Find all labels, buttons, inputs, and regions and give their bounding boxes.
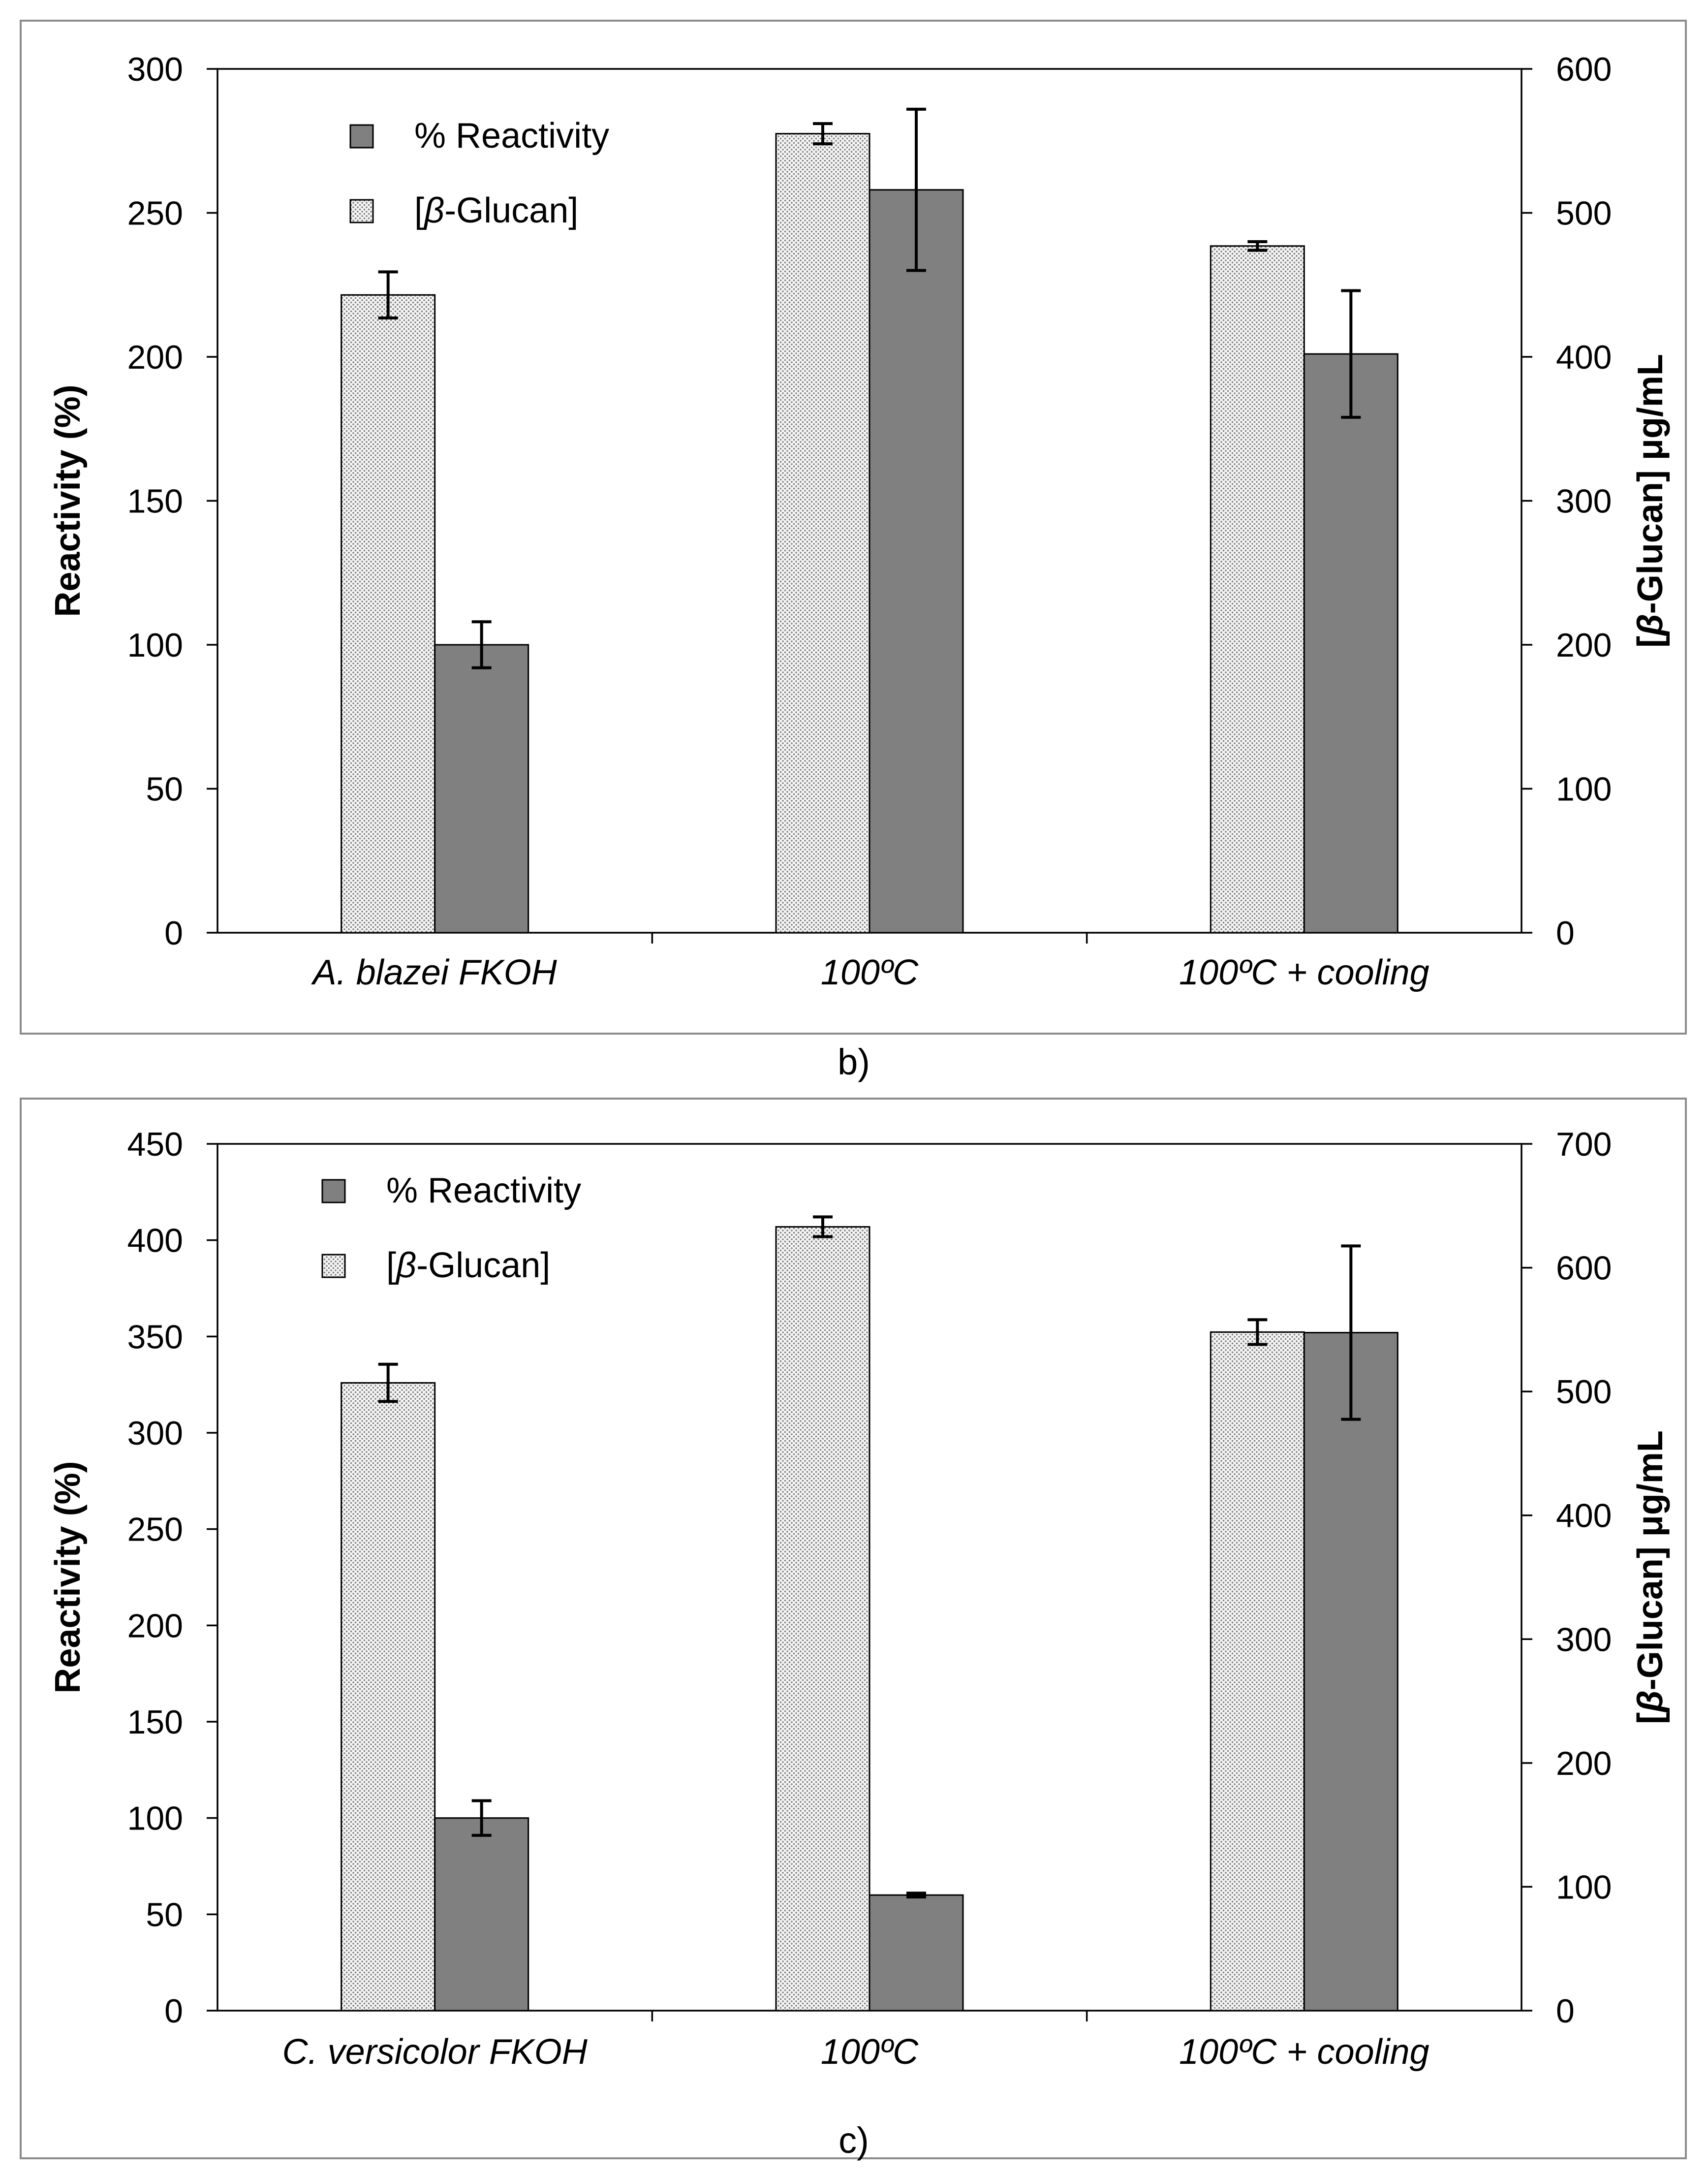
error-bar [1247, 1318, 1268, 1346]
legend-label: % Reactivity [386, 1171, 581, 1210]
y-axis-title: Reactivity (%) [48, 384, 88, 617]
error-bar [906, 107, 926, 272]
x-category-label: C. versicolor FKOH [282, 2032, 588, 2072]
error-bar [813, 1215, 833, 1238]
error-bar [471, 1799, 492, 1837]
y-tick-label: 0 [164, 915, 183, 952]
chart-panel-b: 0 50 100 150 200 250 300 0 100 200 300 400 500 600 A. … [20, 20, 1687, 1082]
y2-tick-label: 300 [1556, 483, 1612, 520]
bar-reactivity-0 [434, 644, 529, 934]
panel-frame [20, 20, 1687, 1035]
bar-reactivity-2 [1303, 1332, 1398, 2012]
error-bar [378, 1362, 398, 1403]
bar-glucan-2 [1210, 245, 1305, 934]
x-category-label: A. blazei FKOH [311, 953, 558, 992]
error-bar [471, 620, 492, 669]
y-tick-label: 350 [127, 1318, 183, 1356]
y2-tick-label: 500 [1556, 1373, 1612, 1411]
y-tick-label: 200 [127, 1607, 183, 1644]
y2-tick-label: 400 [1556, 339, 1612, 376]
y2-tick-label: 500 [1556, 195, 1612, 232]
y-tick-label: 50 [146, 1896, 183, 1933]
y2-tick-label: 200 [1556, 627, 1612, 664]
y-tick-label: 150 [127, 483, 183, 520]
legend: % Reactivity [β-Glucan] [349, 116, 609, 230]
legend-label: [β-Glucan] [414, 191, 578, 230]
y2-tick-label: 400 [1556, 1497, 1612, 1535]
bar-glucan-0 [341, 1382, 436, 2012]
y2-tick-label: 300 [1556, 1621, 1612, 1658]
legend-swatch [349, 199, 374, 223]
y2-tick-label: 600 [1556, 1250, 1612, 1287]
error-bar [1247, 240, 1268, 252]
y-axis-title: Reactivity (%) [48, 1461, 88, 1693]
y-tick-label: 100 [127, 1800, 183, 1837]
bar-glucan-1 [775, 133, 870, 934]
error-bar [1341, 1244, 1361, 1421]
error-bar [906, 1892, 926, 1899]
y2-axis-title: [β-Glucan] μg/mL [1631, 354, 1670, 648]
panel-label: b) [838, 1041, 870, 1082]
bar-glucan-1 [775, 1226, 870, 2012]
x-category-label: 100ºC + cooling [1179, 2032, 1429, 2072]
y-tick-label: 400 [127, 1222, 183, 1260]
error-bar [1341, 289, 1361, 419]
legend-label: [β-Glucan] [386, 1246, 550, 1285]
y-tick-label: 300 [127, 51, 183, 88]
bar-reactivity-0 [434, 1817, 529, 2012]
y-tick-label: 300 [127, 1415, 183, 1452]
legend-swatch [321, 1179, 346, 1203]
legend-label: % Reactivity [414, 116, 609, 156]
y-tick-label: 200 [127, 339, 183, 376]
y-tick-label: 0 [164, 1992, 183, 2030]
y-tick-label: 100 [127, 627, 183, 664]
bar-reactivity-2 [1303, 353, 1398, 934]
y-tick-label: 50 [146, 771, 183, 808]
y-tick-label: 250 [127, 1511, 183, 1548]
panel-label: c) [838, 2120, 869, 2161]
chart-panel-c: 0 50 100 150 200 250 300 350 400 450 0 100 200 300 400… [20, 1098, 1687, 2161]
y2-tick-label: 700 [1556, 1126, 1612, 1163]
y2-tick-label: 200 [1556, 1745, 1612, 1782]
x-category-label: 100ºC [821, 953, 919, 992]
x-category-label: 100ºC + cooling [1179, 953, 1429, 992]
y-tick-label: 450 [127, 1126, 183, 1163]
y2-tick-label: 600 [1556, 51, 1612, 88]
bar-glucan-2 [1210, 1331, 1305, 2012]
x-category-label: 100ºC [821, 2032, 919, 2072]
y2-axis-title: [β-Glucan] μg/mL [1631, 1430, 1670, 1724]
error-bar [378, 270, 398, 320]
y2-tick-label: 0 [1556, 1992, 1575, 2030]
y-tick-label: 150 [127, 1704, 183, 1741]
legend-swatch [349, 124, 374, 149]
y2-tick-label: 0 [1556, 915, 1575, 952]
panel-frame [20, 1098, 1687, 2159]
error-bar [813, 122, 833, 146]
y2-tick-label: 100 [1556, 771, 1612, 808]
bar-reactivity-1 [869, 189, 964, 934]
y-tick-label: 250 [127, 195, 183, 232]
legend-swatch [321, 1254, 346, 1278]
bar-reactivity-1 [869, 1894, 964, 2012]
bar-glucan-0 [341, 294, 436, 934]
y2-tick-label: 100 [1556, 1868, 1612, 1906]
legend: % Reactivity [β-Glucan] [321, 1171, 581, 1285]
